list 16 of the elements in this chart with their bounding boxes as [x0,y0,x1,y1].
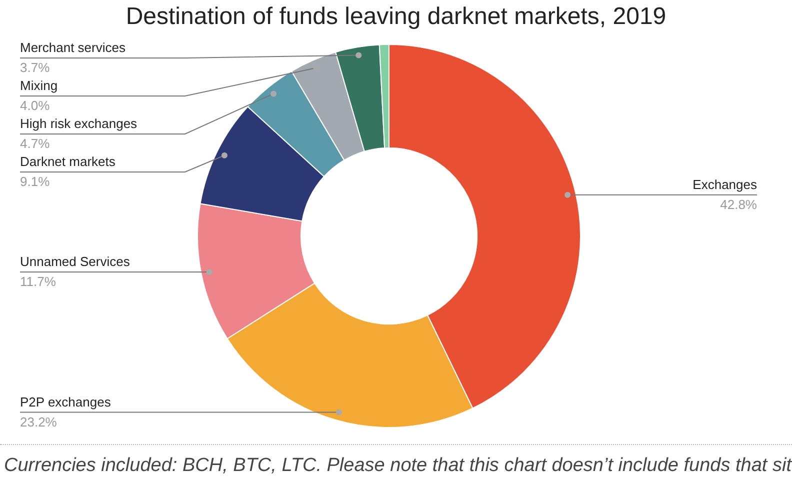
slice-label: Unnamed Services [20,254,130,270]
slice-label: High risk exchanges [20,116,138,132]
slice-label: P2P exchanges [20,394,112,410]
text: Currencies included: BCH, BTC, LTC. Please note that this chart doesn’t include funds that sit [4,455,792,477]
data-label: 23.2% [20,414,58,430]
data-label: 3.7% [20,60,50,76]
data-label: 4.0% [20,98,50,114]
data-label: 4.7% [20,136,50,152]
data-label: 11.7% [20,274,56,290]
slice-label: Mixing [20,78,58,94]
slice-label: Merchant services [20,40,126,56]
slice-label: Exchanges [692,176,758,192]
chart-title: Destination of funds leaving darknet markets, 2019 [124,2,668,32]
data-label: 9.1% [20,174,50,190]
data-label: 42.8% [720,196,758,212]
slice-label: Darknet markets [20,154,116,170]
